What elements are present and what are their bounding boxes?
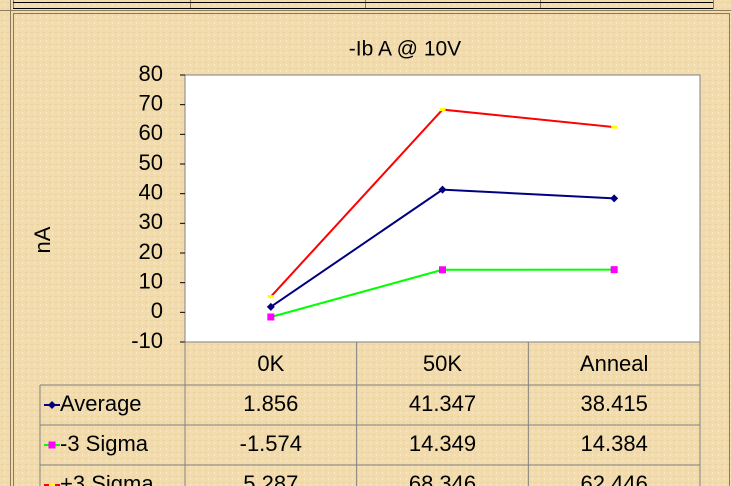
chart-title: -Ib A @ 10V	[349, 38, 461, 61]
y-tick-label: 50	[139, 150, 163, 175]
y-axis-label: nA	[30, 226, 55, 253]
table-value: 62.446	[581, 471, 648, 486]
table-value: 41.347	[409, 391, 476, 416]
y-tick-label: 70	[139, 90, 163, 115]
marker	[439, 266, 446, 274]
marker	[439, 108, 446, 112]
y-tick-label: -10	[131, 328, 163, 353]
legend-marker	[49, 483, 55, 486]
marker	[610, 266, 618, 274]
table-value: -1.574	[240, 431, 302, 456]
table-value: 14.384	[581, 431, 648, 456]
table-value: 14.349	[409, 431, 476, 456]
x-tick-label: Anneal	[580, 351, 649, 376]
marker	[266, 302, 275, 311]
plot-area	[184, 74, 701, 343]
marker	[267, 313, 275, 321]
y-tick-label: 0	[151, 298, 163, 323]
marker	[611, 125, 618, 129]
marker	[267, 295, 274, 299]
y-tick-label: 10	[139, 268, 163, 293]
table-value: 38.415	[581, 391, 648, 416]
marker	[438, 185, 447, 194]
legend-label: Average	[60, 391, 142, 416]
table-value: 5.287	[243, 471, 298, 486]
y-tick-label: 80	[139, 61, 163, 86]
y-tick-label: 40	[139, 179, 163, 204]
table-value: 68.346	[409, 471, 476, 486]
y-tick-label: 30	[139, 209, 163, 234]
legend-label: +3 Sigma	[60, 471, 154, 486]
y-tick-label: 60	[139, 120, 163, 145]
legend-marker	[48, 441, 56, 449]
x-tick-label: 0K	[257, 351, 284, 376]
x-tick-label: 50K	[423, 351, 462, 376]
table-value: 1.856	[243, 391, 298, 416]
marker	[610, 194, 619, 203]
legend-label: -3 Sigma	[60, 431, 149, 456]
y-tick-label: 20	[139, 239, 163, 264]
legend-marker	[48, 401, 56, 409]
